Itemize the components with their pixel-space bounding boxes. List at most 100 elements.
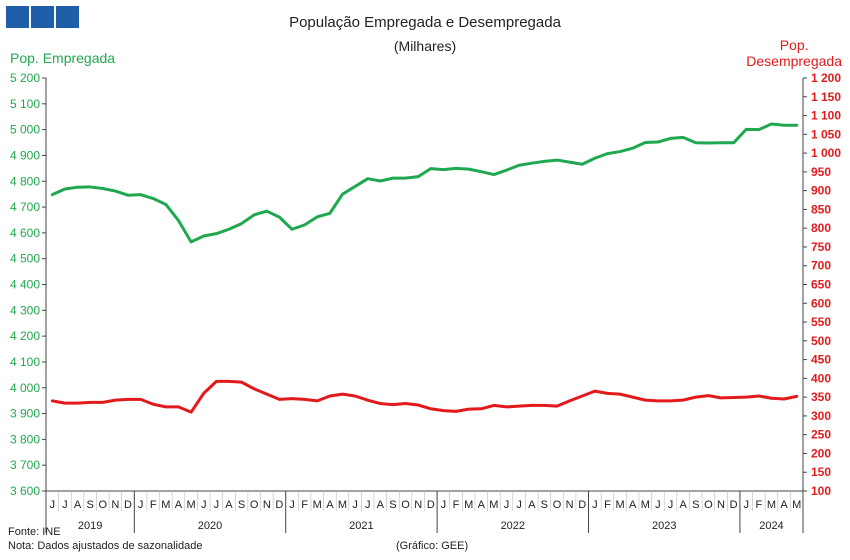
brand-logo — [6, 6, 79, 28]
left-tick-label: 4 600 — [10, 226, 40, 240]
month-tick-label: F — [301, 499, 308, 511]
logo-block — [31, 6, 54, 28]
right-tick-label: 350 — [811, 390, 831, 404]
month-tick-label: N — [111, 499, 119, 511]
month-tick-label: A — [528, 499, 536, 511]
left-tick-label: 4 900 — [10, 148, 40, 162]
right-tick-label: 1 200 — [811, 71, 841, 85]
month-tick-label: M — [489, 499, 498, 511]
month-tick-label: S — [692, 499, 699, 511]
month-tick-label: J — [201, 499, 207, 511]
month-tick-label: N — [566, 499, 574, 511]
month-tick-label: D — [427, 499, 435, 511]
month-tick-label: J — [62, 499, 68, 511]
month-tick-label: F — [604, 499, 611, 511]
right-tick-label: 950 — [811, 165, 831, 179]
month-tick-label: M — [464, 499, 473, 511]
right-tick-label: 700 — [811, 259, 831, 273]
left-tick-label: 5 100 — [10, 97, 40, 111]
month-tick-label: A — [175, 499, 183, 511]
month-tick-label: M — [615, 499, 624, 511]
right-tick-label: 750 — [811, 240, 831, 254]
month-tick-label: D — [730, 499, 738, 511]
month-tick-label: S — [389, 499, 396, 511]
month-tick-label: A — [326, 499, 334, 511]
month-tick-label: A — [74, 499, 82, 511]
month-tick-label: D — [275, 499, 283, 511]
series-line-unemployed — [50, 379, 799, 414]
footer-credit: (Gráfico: GEE) — [396, 540, 469, 552]
month-tick-label: J — [504, 499, 510, 511]
right-tick-label: 800 — [811, 221, 831, 235]
right-tick-label: 250 — [811, 428, 831, 442]
right-tick-label: 400 — [811, 371, 831, 385]
logo-block — [56, 6, 79, 28]
year-tick-label: 2020 — [198, 520, 222, 532]
right-axis-label-line1: Pop. — [779, 37, 809, 53]
month-tick-label: N — [717, 499, 725, 511]
year-tick-label: 2023 — [652, 520, 676, 532]
left-tick-label: 4 400 — [10, 278, 40, 292]
month-tick-label: F — [755, 499, 762, 511]
month-tick-label: M — [187, 499, 196, 511]
month-tick-label: S — [238, 499, 245, 511]
right-tick-label: 900 — [811, 184, 831, 198]
year-tick-label: 2021 — [349, 520, 373, 532]
month-tick-label: M — [641, 499, 650, 511]
month-tick-label: J — [743, 499, 749, 511]
right-axis-label: Pop. Desempregada — [746, 37, 842, 69]
month-tick-label: J — [441, 499, 447, 511]
month-tick-label: F — [453, 499, 460, 511]
left-tick-label: 3 700 — [10, 458, 40, 472]
month-tick-label: D — [578, 499, 586, 511]
month-tick-label: A — [780, 499, 788, 511]
left-tick-label: 4 000 — [10, 381, 40, 395]
left-tick-label: 4 500 — [10, 252, 40, 266]
month-tick-label: A — [225, 499, 233, 511]
month-tick-label: O — [704, 499, 713, 511]
left-tick-label: 4 300 — [10, 303, 40, 317]
month-tick-label: J — [352, 499, 358, 511]
month-tick-label: J — [365, 499, 371, 511]
right-tick-label: 1 100 — [811, 109, 841, 123]
right-axis-label-line2: Desempregada — [746, 53, 842, 69]
month-tick-label: J — [50, 499, 56, 511]
right-tick-label: 650 — [811, 278, 831, 292]
right-tick-label: 1 000 — [811, 146, 841, 160]
left-tick-label: 5 000 — [10, 123, 40, 137]
right-tick-label: 1 050 — [811, 127, 841, 141]
month-tick-label: M — [792, 499, 801, 511]
right-tick-label: 1 150 — [811, 90, 841, 104]
month-tick-label: M — [313, 499, 322, 511]
right-tick-label: 500 — [811, 334, 831, 348]
month-tick-label: A — [377, 499, 385, 511]
footer-source: Fonte: INE — [8, 526, 61, 538]
chart-subtitle: (Milhares) — [393, 38, 457, 54]
left-axis-label: Pop. Empregada — [10, 50, 116, 66]
month-tick-label: J — [214, 499, 220, 511]
month-tick-label: O — [250, 499, 259, 511]
month-tick-label: A — [478, 499, 486, 511]
left-tick-label: 4 800 — [10, 174, 40, 188]
month-tick-label: J — [516, 499, 522, 511]
month-tick-label: J — [138, 499, 144, 511]
month-tick-label: A — [629, 499, 637, 511]
month-tick-label: N — [414, 499, 422, 511]
month-tick-label: J — [592, 499, 598, 511]
month-tick-label: J — [655, 499, 661, 511]
right-tick-label: 200 — [811, 446, 831, 460]
right-tick-label: 550 — [811, 315, 831, 329]
left-tick-label: 4 700 — [10, 200, 40, 214]
month-tick-label: M — [161, 499, 170, 511]
right-tick-label: 150 — [811, 465, 831, 479]
right-tick-label: 100 — [811, 484, 831, 498]
footer-note: Nota: Dados ajustados de sazonalidade — [8, 540, 203, 552]
month-tick-label: M — [767, 499, 776, 511]
year-tick-label: 2019 — [78, 520, 102, 532]
right-tick-label: 450 — [811, 353, 831, 367]
month-tick-label: A — [679, 499, 687, 511]
year-tick-label: 2022 — [501, 520, 525, 532]
chart-title: População Empregada e Desempregada — [289, 14, 561, 31]
month-tick-label: J — [668, 499, 674, 511]
